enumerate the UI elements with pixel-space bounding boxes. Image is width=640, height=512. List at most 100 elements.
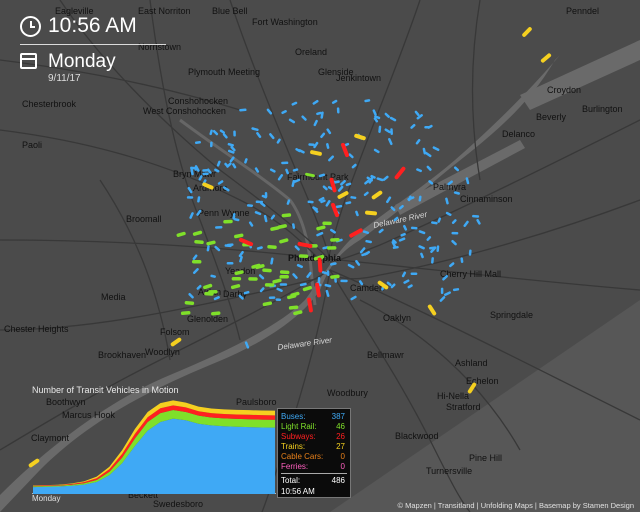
legend-value: 0 [340,462,345,471]
vehicle-marker [365,239,372,244]
place-label: Swedesboro [153,499,203,509]
vehicle-marker [211,311,221,316]
vehicle-marker [392,239,397,244]
place-label: Woodlyn [145,347,180,357]
vehicle-marker [427,304,437,316]
place-label: Penn Wynne [198,208,249,218]
legend-label: Subways: [281,432,316,441]
vehicle-marker [306,271,312,278]
vehicle-marker [345,182,352,187]
vehicle-marker [437,217,442,223]
legend-label: Ferries: [281,462,309,471]
vehicle-marker [390,206,396,212]
vehicle-marker [330,228,336,234]
vehicle-marker [238,250,244,258]
vehicle-marker [202,182,214,190]
vehicle-marker [366,176,373,182]
vehicle-marker [206,245,210,252]
vehicle-marker [386,196,392,204]
vehicle-marker [329,177,337,193]
legend-divider [281,473,347,474]
vehicle-marker [337,185,344,192]
vehicle-marker [365,210,377,216]
legend-value: 0 [340,452,345,461]
vehicle-marker [333,180,340,184]
vehicle-marker [364,179,370,185]
legend-total-label: Total: [281,476,301,485]
vehicle-marker [298,149,305,154]
vehicle-marker [358,280,364,286]
place-label: Cherry Hill Mall [440,269,501,279]
legend-label: Buses: [281,412,306,421]
place-label: Cinnaminson [460,194,513,204]
vehicle-marker [313,141,319,149]
vehicle-marker [363,191,369,197]
place-label: Chester Heights [4,324,69,334]
vehicle-marker [226,162,232,168]
vehicle-marker [348,153,354,159]
vehicle-marker [238,237,254,247]
vehicle-marker [196,284,202,290]
vehicle-marker [279,238,289,244]
place-label: Oreland [295,47,327,57]
legend-value: 46 [336,422,345,431]
vehicle-marker [363,250,371,256]
vehicle-marker [291,101,298,106]
vehicle-marker [293,178,301,183]
vehicle-marker [28,458,40,468]
legend-label: Light Rail: [281,422,317,431]
vehicle-marker [184,300,195,305]
vehicle-marker [216,160,221,167]
vehicle-marker [232,163,237,169]
legend-time: 10:56 AM [281,487,315,496]
place-label: Beverly [536,112,567,122]
place-label: Turnersville [426,466,472,476]
vehicle-marker [429,246,437,250]
place-label: Paulsboro [236,397,277,407]
vehicle-marker [415,139,421,145]
place-label: Norristown [138,42,181,52]
vehicle-markers [28,27,552,468]
vehicle-count-legend: Buses: 387 Light Rail: 46 Subways: 26 Trains: 2… [277,408,351,498]
vehicle-marker [337,191,349,199]
legend-row: Subways: 26 [281,432,347,442]
vehicle-marker [378,125,382,133]
vehicle-marker [259,287,265,293]
vehicle-marker [476,218,481,225]
vehicle-marker [317,257,323,273]
vehicle-marker [318,196,325,202]
vehicle-marker [362,230,370,235]
calendar-icon [20,53,37,69]
place-label: Glenolden [187,314,228,324]
vehicle-marker [389,116,397,122]
vehicle-marker [285,168,289,175]
vehicle-marker [219,129,225,134]
chart-series-buses [33,418,275,494]
clock-icon [20,16,41,37]
vehicle-marker [229,156,235,163]
vehicle-marker [322,185,328,191]
vehicle-marker [206,168,212,174]
clock-time: 10:56 AM [48,14,137,37]
vehicle-marker [222,186,230,192]
vehicle-marker [400,232,406,237]
vehicle-marker [355,210,359,217]
vehicle-marker [407,284,413,289]
vehicle-marker [277,174,284,181]
place-label: Camden [350,283,384,293]
vehicle-marker [287,294,297,300]
vehicle-marker [320,199,326,204]
place-label: Glenside [318,67,354,77]
place-label: Claymont [31,433,70,443]
vehicle-marker [263,214,268,223]
vehicle-marker [345,201,352,205]
vehicle-marker [291,179,296,188]
vehicle-marker [327,186,334,191]
vehicle-marker [297,241,313,249]
vehicle-marker [418,230,426,235]
legend-value: 27 [336,442,345,451]
vehicle-marker [238,294,244,300]
vehicle-marker [322,246,329,250]
vehicle-marker [371,190,383,200]
legend-value: 387 [331,412,345,421]
